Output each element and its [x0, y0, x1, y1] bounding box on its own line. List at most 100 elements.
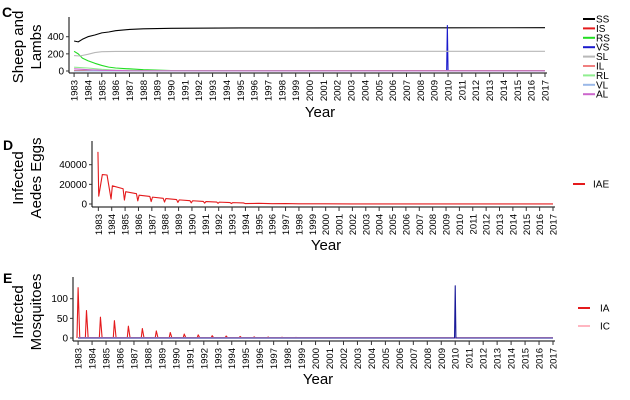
x-tick-label: 2008 [423, 348, 434, 369]
legend-label-vs: VS [596, 43, 610, 54]
x-tick-label: 2017 [549, 348, 560, 369]
y-axis-title-line: Mosquitoes [28, 274, 45, 351]
x-tick-label: 1997 [269, 348, 280, 369]
x-tick-label: 2001 [319, 80, 330, 101]
x-tick-label: 2002 [339, 348, 350, 369]
x-tick-label: 2010 [444, 80, 455, 101]
x-tick-label: 1990 [187, 214, 198, 235]
x-tick-label: 2007 [409, 348, 420, 369]
series-line-unnamed [78, 285, 553, 339]
x-tick-label: 2000 [311, 348, 322, 369]
x-tick-label: 1985 [97, 80, 108, 101]
x-tick-label: 2007 [402, 80, 413, 101]
x-tick-label: 2003 [347, 80, 358, 101]
x-tick-label: 2005 [381, 348, 392, 369]
x-tick-label: 1984 [107, 214, 118, 235]
x-tick-label: 2004 [360, 80, 371, 101]
x-tick-label: 2004 [367, 348, 378, 369]
legend-label-rl: RL [596, 71, 609, 82]
x-axis-title: Year [303, 371, 333, 388]
x-tick-label: 1987 [125, 80, 136, 101]
x-tick-label: 1989 [174, 214, 185, 235]
x-tick-label: 2000 [321, 214, 332, 235]
x-tick-label: 2002 [348, 214, 359, 235]
x-tick-label: 1995 [254, 214, 265, 235]
x-tick-label: 1993 [213, 348, 224, 369]
x-tick-label: 2001 [325, 348, 336, 369]
y-tick-label: 100 [51, 294, 68, 305]
x-tick-label: 1989 [153, 80, 164, 101]
x-tick-label: 2003 [361, 214, 372, 235]
series-line-iae [97, 151, 554, 205]
x-tick-label: 1992 [199, 348, 210, 369]
y-tick-label: 0 [62, 334, 68, 345]
series-line-al [74, 68, 546, 72]
x-tick-label: 2005 [374, 80, 385, 101]
legend-label-al: AL [596, 90, 609, 101]
x-tick-label: 1988 [161, 214, 172, 235]
y-axis-title-line: Lambs [28, 24, 45, 69]
series-line-vs [74, 25, 545, 72]
y-axis-title-line: Sheep and [10, 11, 27, 84]
series-line-sl [74, 50, 545, 57]
x-tick-label: 2002 [333, 80, 344, 101]
legend-label-vl: VL [596, 80, 609, 91]
x-tick-label: 1999 [297, 348, 308, 369]
x-tick-label: 1991 [180, 80, 191, 101]
panel-letter: E [3, 270, 12, 286]
y-tick-label: 200 [47, 49, 64, 60]
x-tick-label: 2012 [482, 214, 493, 235]
x-tick-label: 2009 [442, 214, 453, 235]
x-tick-label: 1998 [283, 348, 294, 369]
x-tick-label: 2011 [468, 214, 479, 234]
x-tick-label: 1994 [227, 348, 238, 369]
x-tick-label: 2005 [388, 214, 399, 235]
series-line-rs [73, 50, 545, 72]
legend-label-ia: IA [600, 304, 610, 315]
x-tick-label: 1983 [74, 348, 85, 369]
series-line-ss [73, 27, 546, 43]
x-tick-label: 2011 [465, 348, 476, 368]
legend-label-ss: SS [596, 15, 610, 26]
x-tick-label: 1986 [111, 80, 122, 101]
x-tick-label: 1983 [70, 80, 81, 101]
x-tick-label: 1996 [250, 80, 261, 101]
x-tick-label: 1992 [194, 80, 205, 101]
x-tick-label: 2001 [335, 214, 346, 235]
x-tick-label: 2007 [415, 214, 426, 235]
x-tick-label: 1995 [241, 348, 252, 369]
x-tick-label: 1993 [208, 80, 219, 101]
y-tick-label: 40000 [59, 160, 87, 171]
panel-c: C 0 200 400 1983 1984 1985 1986 1987 1988 1989 1990… [2, 4, 610, 121]
y-axis-title-line: Infected [10, 285, 27, 338]
x-tick-label: 1990 [167, 80, 178, 101]
series-line-ia [76, 287, 553, 339]
x-tick-label: 1983 [94, 214, 105, 235]
x-tick-label: 2016 [535, 348, 546, 369]
x-tick-label: 2013 [485, 80, 496, 101]
x-tick-label: 1991 [185, 348, 196, 369]
x-tick-label: 1998 [277, 80, 288, 101]
x-tick-label: 1997 [263, 80, 274, 101]
x-tick-label: 2006 [401, 214, 412, 235]
y-tick-label: 400 [47, 32, 64, 43]
panel-letter: D [3, 137, 13, 153]
x-tick-label: 2009 [430, 80, 441, 101]
x-tick-label: 2017 [541, 80, 552, 101]
panel-d: D 0 20000 40000 1983 1984 1985 1986 1987 1988 1989… [3, 137, 609, 254]
x-tick-label: 2003 [353, 348, 364, 369]
x-tick-label: 2015 [522, 214, 533, 235]
x-tick-label: 1986 [115, 348, 126, 369]
x-tick-label: 2014 [507, 348, 518, 369]
legend-label-sl: SL [596, 52, 609, 63]
x-tick-label: 1987 [147, 214, 158, 235]
x-tick-label: 1986 [134, 214, 145, 235]
x-tick-label: 2012 [479, 348, 490, 369]
y-tick-label: 50 [57, 314, 69, 325]
x-tick-label: 1999 [291, 80, 302, 101]
x-tick-label: 1989 [157, 348, 168, 369]
x-tick-label: 2013 [493, 348, 504, 369]
x-tick-label: 2014 [508, 214, 519, 235]
x-axis-title: Year [311, 237, 341, 254]
